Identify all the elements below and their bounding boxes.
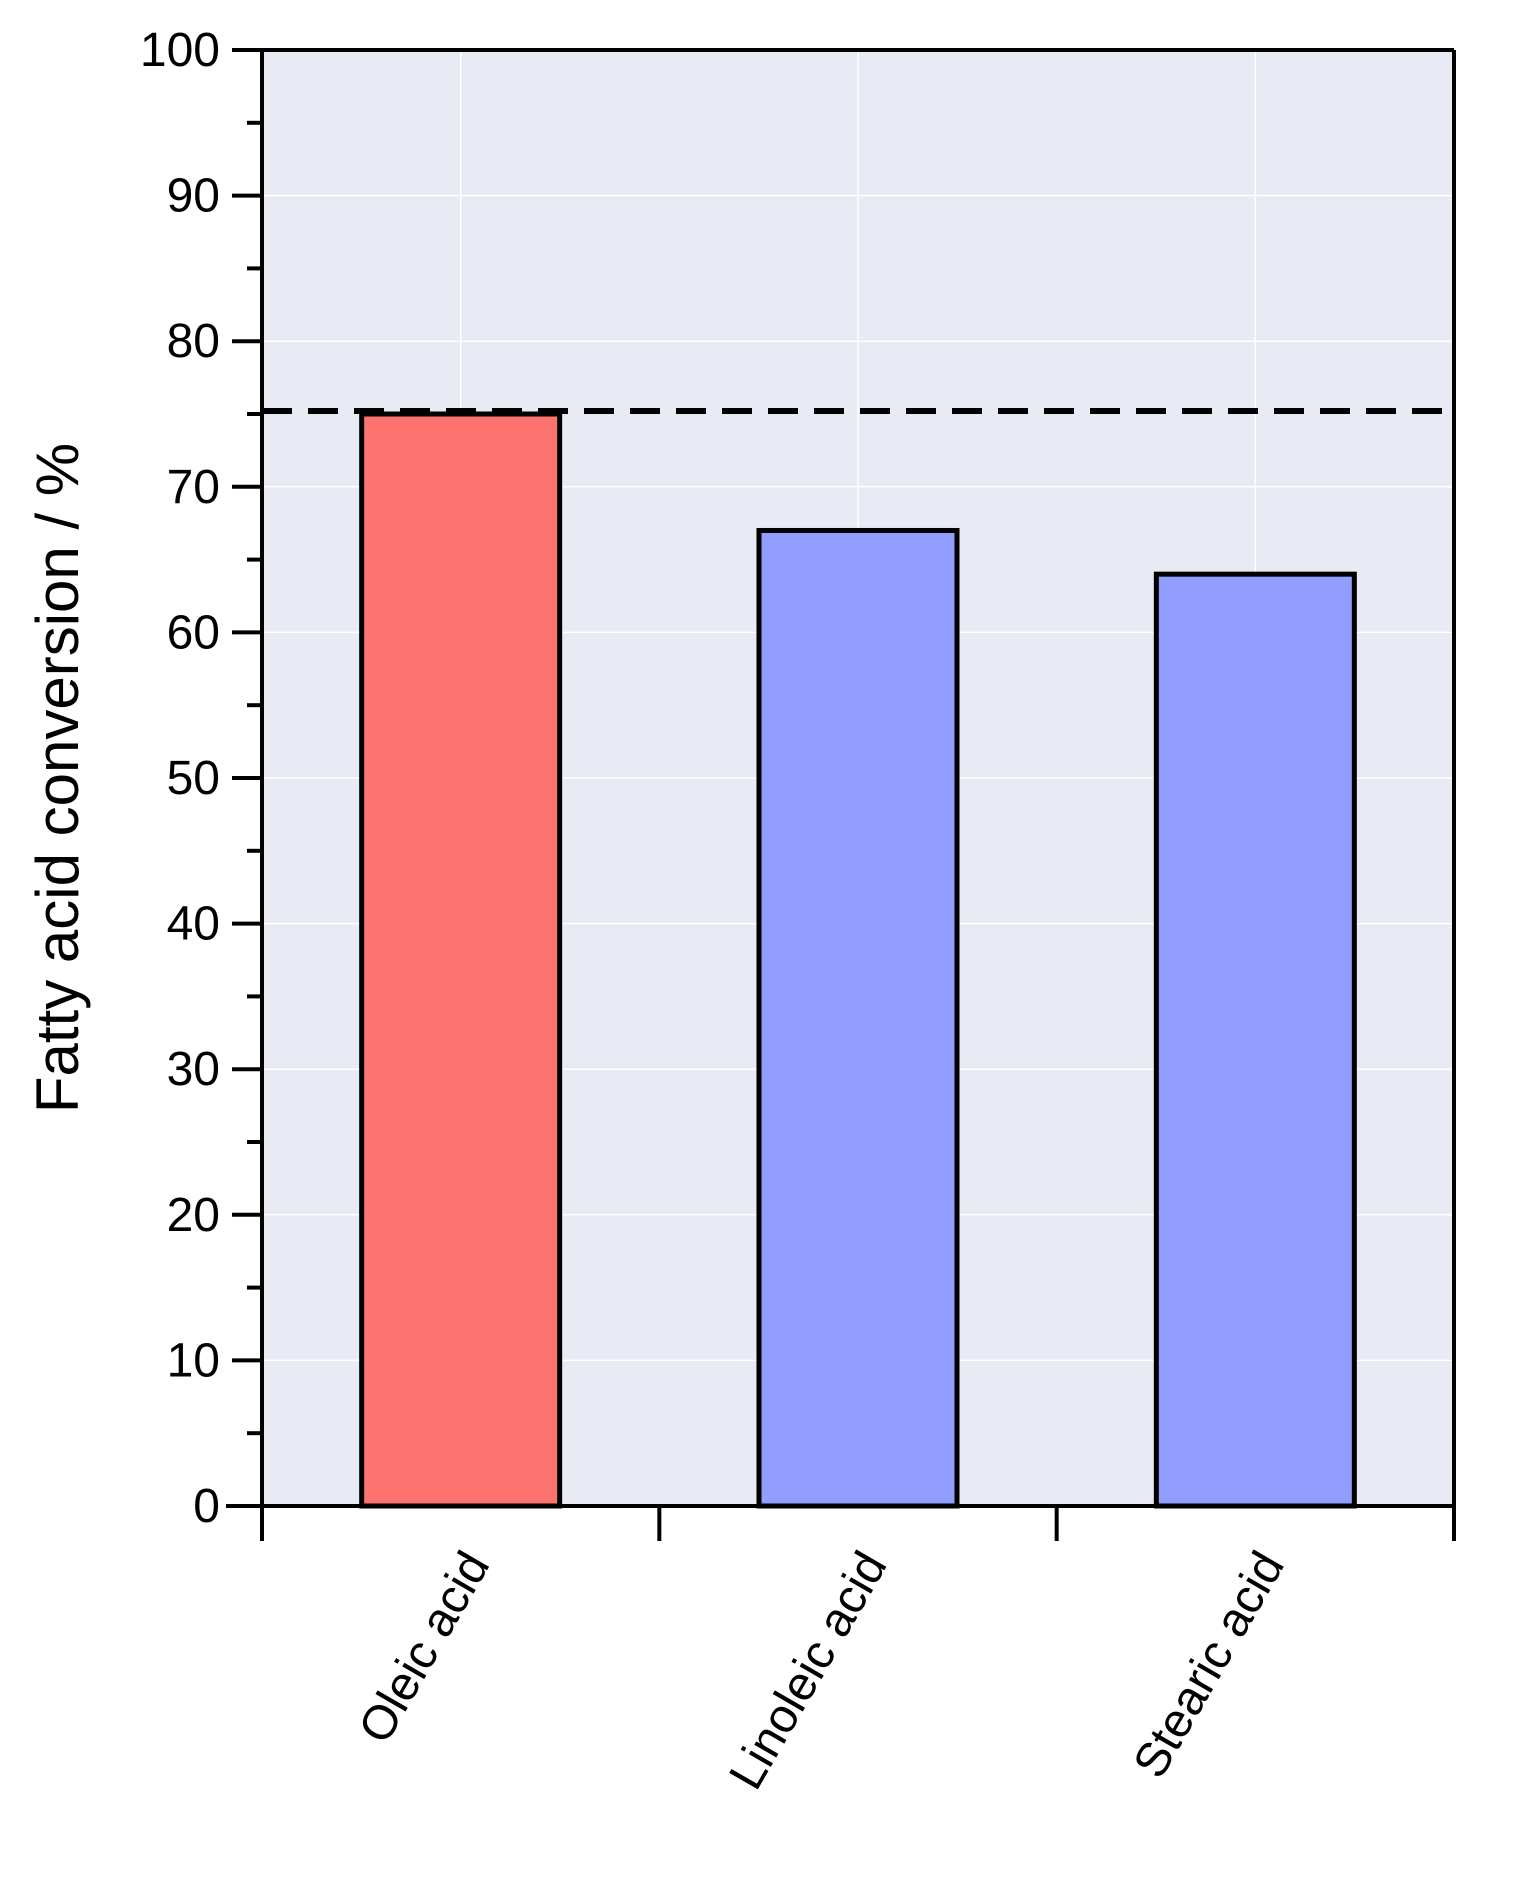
y-tick-label: 60 <box>167 606 220 659</box>
y-tick-label: 0 <box>193 1480 220 1533</box>
y-tick-label: 50 <box>167 752 220 805</box>
y-axis-label: Fatty acid conversion / % <box>24 443 91 1113</box>
y-tick-label: 30 <box>167 1043 220 1096</box>
y-tick-label: 90 <box>167 170 220 223</box>
x-tick-label: Linoleic acid <box>720 1543 898 1798</box>
y-tick-label: 40 <box>167 898 220 951</box>
x-tick-label: Oleic acid <box>349 1543 500 1752</box>
y-tick-label: 80 <box>167 315 220 368</box>
x-tick-label: Stearic acid <box>1124 1543 1295 1787</box>
y-tick-label: 10 <box>167 1334 220 1387</box>
y-tick-label: 100 <box>140 24 220 77</box>
y-tick-labels: 0 10 20 30 40 50 60 70 80 90 100 <box>140 24 220 1533</box>
y-tick-label: 20 <box>167 1189 220 1242</box>
bars <box>359 411 1357 1509</box>
bar-linoleic-acid <box>756 527 960 1509</box>
x-tick-labels: Oleic acid Linoleic acid Stearic acid <box>349 1543 1295 1798</box>
bar-stearic-acid <box>1153 571 1357 1509</box>
bar-oleic-acid <box>359 411 563 1509</box>
axes <box>226 48 1456 1541</box>
y-tick-label: 70 <box>167 461 220 514</box>
